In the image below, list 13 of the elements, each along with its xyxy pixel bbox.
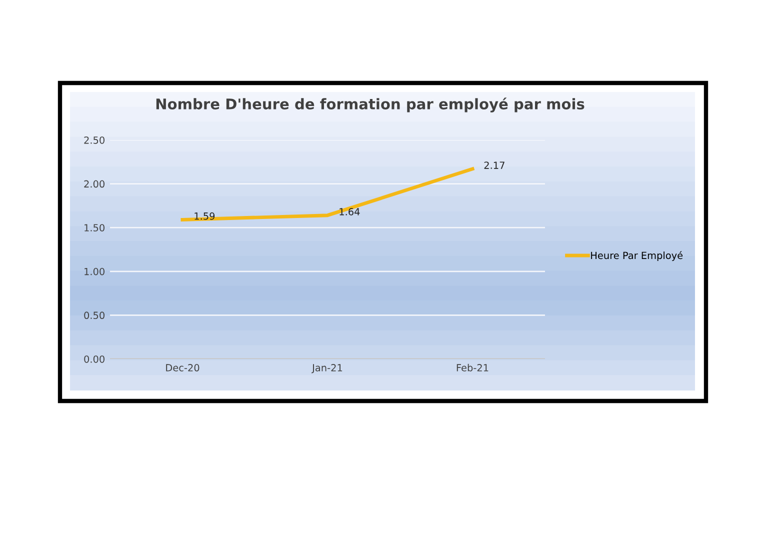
legend-label: Heure Par Employé — [591, 251, 683, 261]
y-tick-label: 2.00 — [84, 180, 104, 188]
y-tick-label: 2.50 — [84, 136, 104, 144]
y-tick-label: 1.50 — [84, 224, 104, 232]
data-label: 2.17 — [484, 162, 504, 169]
x-tick-label: Dec-20 — [166, 364, 200, 372]
x-tick-label: Jan-21 — [312, 364, 342, 374]
y-tick-label: 0.00 — [84, 355, 104, 363]
data-label: 1.64 — [340, 208, 360, 216]
y-tick-label: 0.50 — [84, 312, 104, 320]
x-tick-label: Feb-21 — [456, 364, 488, 372]
chart-title: Nombre D'heure de formation par employé par mois — [156, 98, 584, 112]
y-tick-label: 1.00 — [84, 268, 104, 276]
